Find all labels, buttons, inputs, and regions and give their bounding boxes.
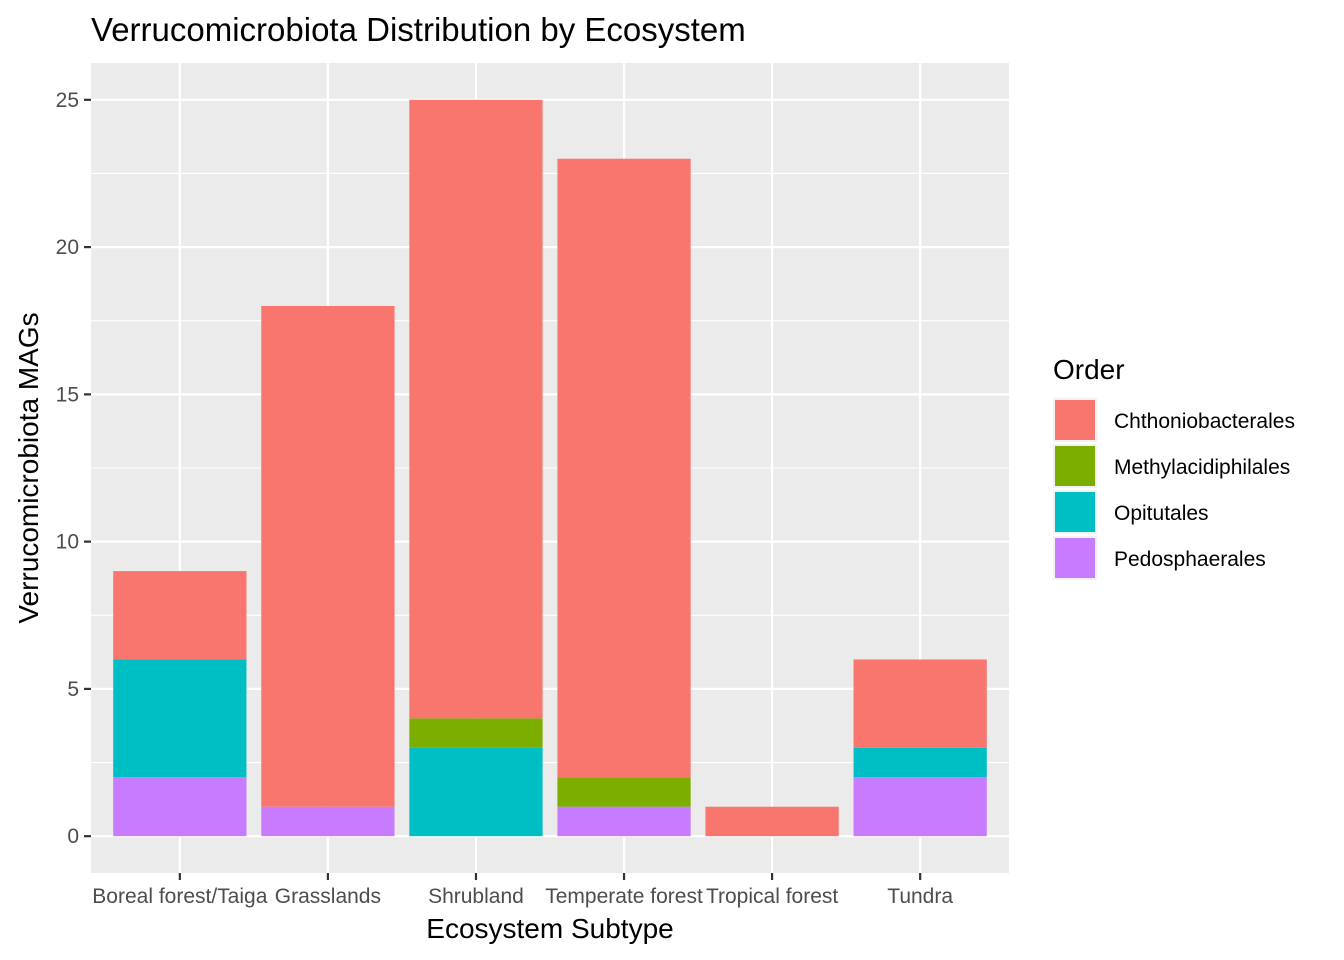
legend-label: Pedosphaerales — [1114, 548, 1266, 571]
legend-title: Order — [1053, 354, 1125, 385]
bar-segment-chthoniobacterales-tropical-forest — [705, 806, 839, 837]
x-tick-label: Boreal forest/Taiga — [92, 885, 267, 908]
legend-label: Opitutales — [1114, 502, 1209, 525]
legend-swatch — [1055, 492, 1095, 532]
bar-segment-pedosphaerales-grasslands — [261, 806, 395, 837]
x-tick-label: Tundra — [887, 885, 953, 908]
bar-segment-chthoniobacterales-grasslands — [261, 306, 395, 807]
y-axis-title: Verrucomicrobiota MAGs — [13, 312, 44, 623]
bar-segment-chthoniobacterales-temperate-forest — [557, 158, 691, 778]
legend-swatch — [1055, 538, 1095, 578]
y-tick-label: 15 — [56, 383, 79, 406]
bars — [113, 99, 987, 837]
y-tick-label: 0 — [67, 825, 79, 848]
bar-segment-opitutales-tundra — [853, 747, 987, 778]
bar-segment-opitutales-boreal-forest-taiga — [113, 659, 247, 778]
x-tick-label: Tropical forest — [706, 885, 838, 908]
axes: 0 5 10 15 20 25 Boreal forest/Taiga Grasslands S… — [56, 89, 954, 908]
y-tick-label: 25 — [56, 89, 79, 112]
chart-title: Verrucomicrobiota Distribution by Ecosys… — [91, 11, 746, 48]
y-tick-label: 5 — [67, 678, 79, 701]
legend-swatch — [1055, 400, 1095, 440]
legend-swatch — [1055, 446, 1095, 486]
y-tick-label: 10 — [56, 531, 79, 554]
x-tick-label: Shrubland — [428, 885, 524, 908]
bar-segment-opitutales-shrubland — [409, 747, 543, 837]
bar-segment-pedosphaerales-tundra — [853, 777, 987, 837]
legend-label: Chthoniobacterales — [1114, 410, 1295, 433]
legend-label: Methylacidiphilales — [1114, 456, 1290, 479]
bar-segment-chthoniobacterales-tundra — [853, 659, 987, 748]
bar-segment-methylacidiphilales-temperate-forest — [557, 777, 691, 807]
x-axis-title: Ecosystem Subtype — [426, 913, 673, 944]
y-tick-label: 20 — [56, 236, 79, 259]
x-tick-label: Temperate forest — [545, 885, 703, 908]
bar-segment-pedosphaerales-boreal-forest-taiga — [113, 777, 247, 837]
x-tick-label: Grasslands — [275, 885, 381, 908]
bar-segment-chthoniobacterales-boreal-forest-taiga — [113, 571, 247, 660]
legend: Order Chthoniobacterales Methylacidiphila… — [1053, 354, 1295, 580]
bar-segment-chthoniobacterales-shrubland — [409, 99, 543, 719]
bar-segment-methylacidiphilales-shrubland — [409, 718, 543, 748]
bar-segment-pedosphaerales-temperate-forest — [557, 806, 691, 837]
